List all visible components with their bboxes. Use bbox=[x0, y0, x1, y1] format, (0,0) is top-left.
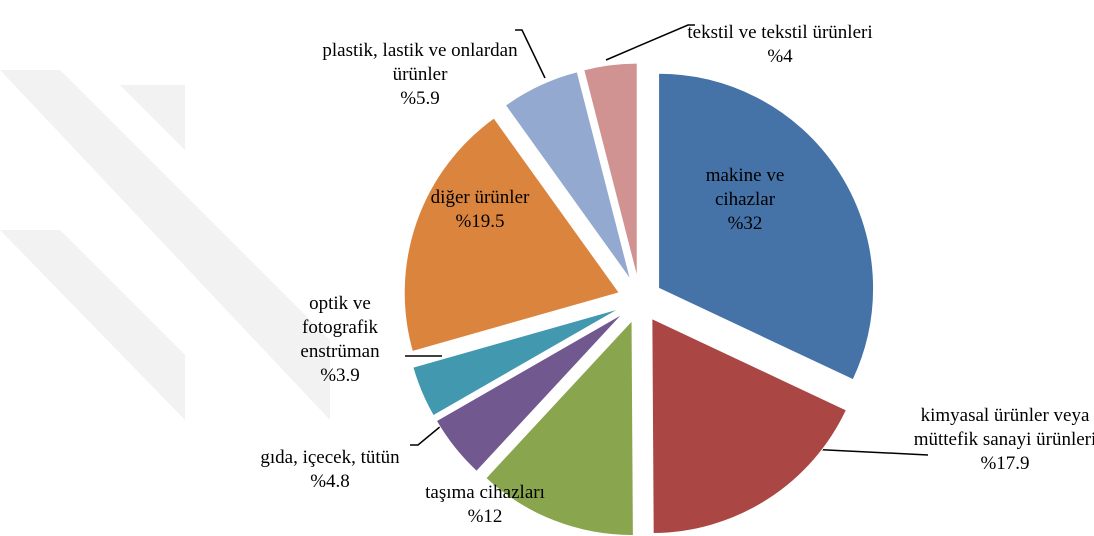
slice-label: plastik, lastik ve onlardan ürünler %5.9 bbox=[320, 39, 520, 111]
value-label: %12 bbox=[467, 506, 503, 527]
category-label: makine ve cihazlar bbox=[705, 165, 785, 210]
slice-label: gıda, içecek, tütün %4.8 bbox=[260, 446, 400, 494]
pie-slice bbox=[658, 72, 875, 381]
value-label: %17.9 bbox=[980, 453, 1030, 474]
pie-slice bbox=[412, 308, 620, 417]
pie-slice bbox=[435, 313, 624, 473]
value-label: %19.5 bbox=[455, 211, 505, 232]
category-label: plastik, lastik ve onlardan ürünler bbox=[322, 40, 518, 85]
slice-label: diğer ürünler %19.5 bbox=[425, 186, 535, 234]
pie-slice bbox=[583, 62, 638, 279]
watermark bbox=[0, 70, 330, 420]
value-label: %5.9 bbox=[400, 88, 440, 109]
category-label: optik ve fotografik enstrüman bbox=[300, 293, 380, 362]
category-label: taşıma cihazları bbox=[425, 482, 545, 503]
category-label: diğer ürünler bbox=[430, 187, 530, 208]
slice-label: kimyasal ürünler veya müttefik sanayi ür… bbox=[910, 404, 1094, 476]
value-label: %4 bbox=[767, 46, 793, 67]
pie-slice bbox=[403, 117, 621, 353]
slice-label: optik ve fotografik enstrüman %3.9 bbox=[270, 292, 410, 388]
slice-label: tekstil ve tekstil ürünleri %4 bbox=[680, 21, 880, 69]
pie-slice bbox=[485, 319, 634, 536]
value-label: %3.9 bbox=[320, 365, 360, 386]
pie-slice bbox=[651, 317, 848, 535]
category-label: tekstil ve tekstil ürünleri bbox=[687, 22, 873, 43]
value-label: %4.8 bbox=[310, 471, 350, 492]
slice-label: makine ve cihazlar %32 bbox=[675, 164, 815, 236]
pie-slice bbox=[504, 71, 632, 281]
slice-label: taşıma cihazları %12 bbox=[385, 481, 585, 529]
category-label: kimyasal ürünler veya müttefik sanayi ür… bbox=[913, 405, 1094, 450]
value-label: %32 bbox=[727, 213, 763, 234]
category-label: gıda, içecek, tütün bbox=[260, 447, 400, 468]
